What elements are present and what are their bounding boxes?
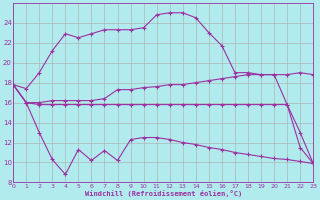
X-axis label: Windchill (Refroidissement éolien,°C): Windchill (Refroidissement éolien,°C): [84, 190, 242, 197]
